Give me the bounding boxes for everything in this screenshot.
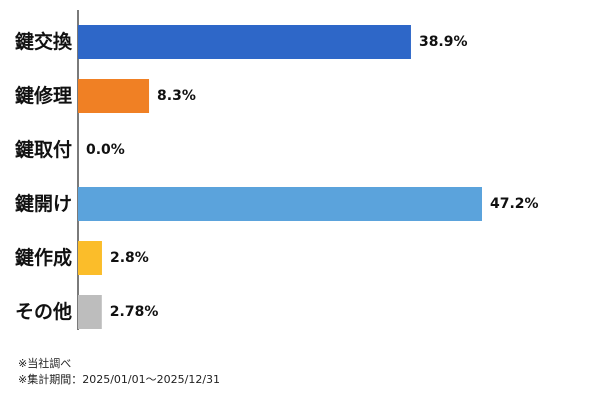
category-label: 鍵修理 <box>15 84 72 107</box>
bar <box>78 25 411 59</box>
period-note: ※集計期間：2025/01/01～2025/12/31 <box>18 373 221 386</box>
bar <box>78 79 150 113</box>
category-label: 鍵取付 <box>15 138 72 161</box>
value-label: 38.9% <box>419 34 468 50</box>
category-label: 鍵開け <box>15 192 72 215</box>
value-label: 8.3% <box>157 88 196 104</box>
bar <box>78 187 482 221</box>
value-label: 0.0% <box>86 142 125 158</box>
source-note: ※当社調べ <box>18 357 72 370</box>
category-label: その他 <box>15 300 72 323</box>
bar <box>78 241 102 275</box>
value-label: 2.8% <box>110 250 149 266</box>
footnotes: ※当社調べ ※集計期間：2025/01/01～2025/12/31 <box>18 356 220 388</box>
value-label: 2.78% <box>110 304 159 320</box>
category-label: 鍵作成 <box>15 246 72 269</box>
bars-group: 鍵交換 38.9% 鍵修理 8.3% 鍵取付 0.0% 鍵開け 47.2% 鍵作成 2.8% その他… <box>15 25 539 329</box>
bar <box>78 295 102 329</box>
category-label: 鍵交換 <box>15 30 73 53</box>
value-label: 47.2% <box>490 196 539 212</box>
